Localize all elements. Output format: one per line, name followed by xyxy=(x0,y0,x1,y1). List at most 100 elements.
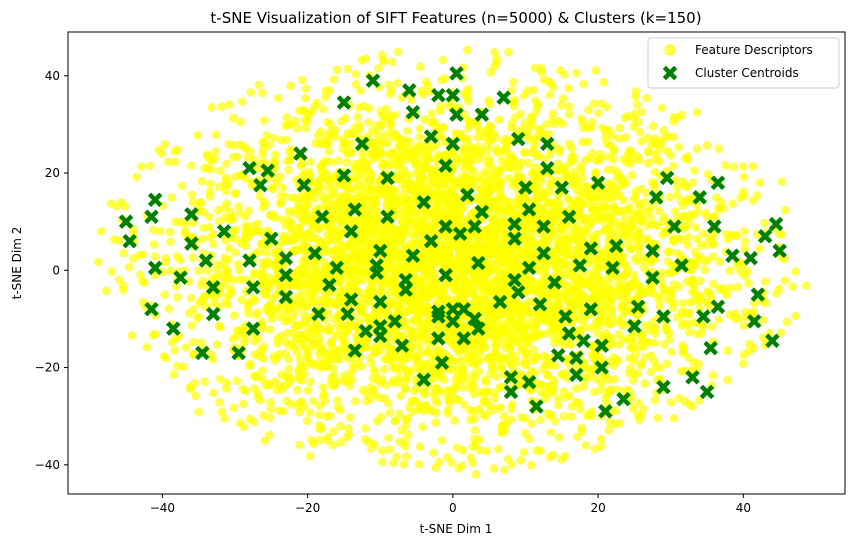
feature-point xyxy=(454,464,464,473)
feature-point xyxy=(425,225,434,234)
feature-point xyxy=(669,161,678,171)
feature-point xyxy=(443,452,452,462)
feature-point xyxy=(665,335,674,344)
feature-point xyxy=(520,148,529,157)
feature-point xyxy=(439,123,449,133)
feature-point xyxy=(234,202,243,211)
feature-point xyxy=(588,366,597,376)
feature-point xyxy=(609,147,619,156)
feature-point xyxy=(390,271,399,280)
feature-point xyxy=(663,146,672,156)
feature-point xyxy=(539,272,548,282)
feature-point xyxy=(634,398,643,408)
feature-point xyxy=(464,97,473,106)
feature-descriptor-points xyxy=(93,45,811,479)
feature-point xyxy=(435,247,444,257)
feature-point xyxy=(462,354,471,364)
feature-point xyxy=(299,260,309,270)
feature-point xyxy=(253,389,263,398)
feature-point xyxy=(642,188,652,198)
feature-point xyxy=(354,124,364,134)
feature-point xyxy=(367,184,377,194)
feature-point xyxy=(265,413,275,423)
feature-point xyxy=(591,374,601,384)
feature-point xyxy=(187,190,196,200)
feature-point xyxy=(210,154,219,164)
feature-point xyxy=(284,354,293,364)
feature-point xyxy=(657,103,667,113)
feature-point xyxy=(519,330,529,339)
feature-point xyxy=(643,234,653,244)
feature-point xyxy=(442,187,451,197)
feature-point xyxy=(423,348,433,357)
feature-point xyxy=(216,166,225,176)
feature-point xyxy=(740,237,749,246)
feature-point xyxy=(708,239,718,249)
feature-point xyxy=(524,281,533,291)
feature-point xyxy=(503,334,512,343)
feature-point xyxy=(566,158,575,168)
feature-point xyxy=(190,378,199,388)
feature-point xyxy=(714,315,724,324)
feature-point xyxy=(708,371,718,380)
feature-point xyxy=(403,307,412,317)
feature-point xyxy=(301,123,310,133)
feature-point xyxy=(434,281,444,291)
feature-point xyxy=(589,99,599,108)
feature-point xyxy=(620,214,629,224)
feature-point xyxy=(364,104,374,113)
feature-point xyxy=(774,284,784,294)
feature-point xyxy=(391,241,400,250)
feature-point xyxy=(630,109,640,118)
feature-point xyxy=(287,145,296,154)
feature-point xyxy=(683,152,693,161)
feature-point xyxy=(365,176,375,185)
feature-point xyxy=(613,317,622,326)
feature-point xyxy=(443,334,453,343)
feature-point xyxy=(435,345,445,354)
feature-point xyxy=(650,356,659,366)
feature-point xyxy=(303,386,313,395)
feature-point xyxy=(334,301,344,310)
feature-point xyxy=(336,344,346,354)
feature-point xyxy=(516,456,525,465)
feature-point xyxy=(694,359,703,369)
feature-point xyxy=(614,280,623,289)
feature-point xyxy=(313,203,323,213)
feature-point xyxy=(680,220,690,230)
feature-point xyxy=(283,328,293,338)
feature-point xyxy=(331,125,340,135)
feature-point xyxy=(516,109,525,119)
feature-point xyxy=(294,270,303,280)
feature-point xyxy=(314,410,324,420)
feature-point xyxy=(489,250,499,259)
feature-point xyxy=(211,293,220,302)
feature-point xyxy=(527,114,536,124)
feature-point xyxy=(637,107,646,117)
feature-point xyxy=(197,176,207,186)
feature-point xyxy=(544,381,553,391)
feature-point xyxy=(205,192,215,201)
feature-point xyxy=(522,337,532,347)
feature-point xyxy=(195,198,204,207)
feature-point xyxy=(306,377,315,387)
feature-point xyxy=(587,117,597,127)
feature-point xyxy=(702,141,712,150)
feature-point xyxy=(406,222,416,231)
feature-point xyxy=(512,358,522,368)
feature-point xyxy=(310,360,319,370)
feature-point xyxy=(310,284,320,293)
feature-point xyxy=(278,183,288,193)
feature-point xyxy=(522,224,531,234)
feature-point xyxy=(699,229,708,238)
feature-point xyxy=(324,146,334,156)
feature-point xyxy=(369,344,379,354)
feature-point xyxy=(321,92,330,102)
feature-point xyxy=(179,362,188,372)
feature-point xyxy=(335,216,344,225)
feature-point xyxy=(627,146,636,156)
feature-point xyxy=(429,448,439,458)
feature-point xyxy=(634,117,643,127)
feature-point xyxy=(528,169,537,179)
feature-point xyxy=(650,179,659,189)
